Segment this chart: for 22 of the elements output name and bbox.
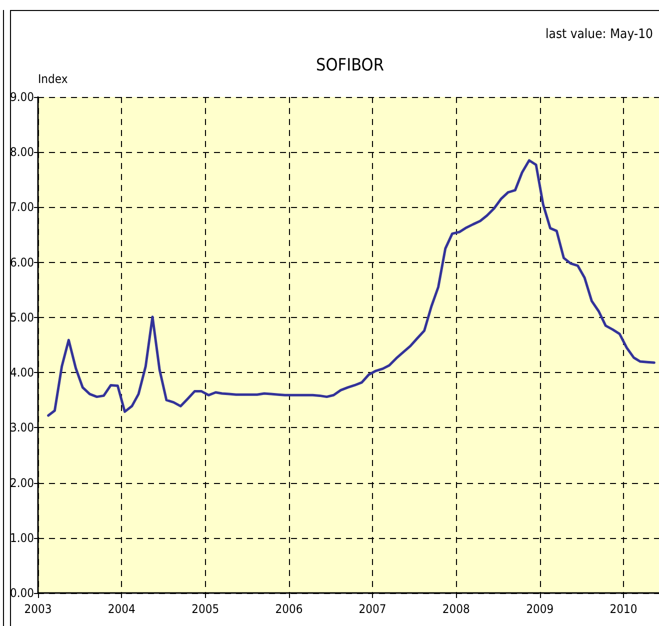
x-tick-label: 2007 (358, 602, 386, 616)
y-tick-label: 6.00 (10, 255, 34, 270)
x-tick-label: 2005 (192, 602, 220, 616)
x-tick-label: 2003 (24, 602, 52, 616)
x-tick-label: 2008 (442, 602, 470, 616)
y-tick-label: 5.00 (10, 310, 34, 324)
line-series (47, 159, 656, 417)
y-tick-label: 7.00 (10, 200, 34, 214)
y-tick-label: 0.00 (10, 586, 34, 600)
x-tick-label: 2009 (526, 602, 554, 616)
x-tick-label: 2006 (275, 602, 303, 616)
y-tick-label: 3.00 (10, 420, 34, 435)
y-tick-label: 4.00 (10, 366, 34, 380)
y-tick-label: 2.00 (10, 476, 34, 490)
chart-title: SOFIBOR (316, 56, 384, 76)
y-axis-title: Index (38, 72, 68, 86)
y-tick-label: 1.00 (10, 530, 34, 545)
y-tick-label: 8.00 (10, 145, 34, 160)
y-tick-label: 9.00 (10, 90, 34, 104)
x-tick-label: 2010 (610, 602, 638, 616)
text: last value: May-10 (546, 27, 654, 42)
x-tick-label: 2004 (108, 602, 136, 616)
